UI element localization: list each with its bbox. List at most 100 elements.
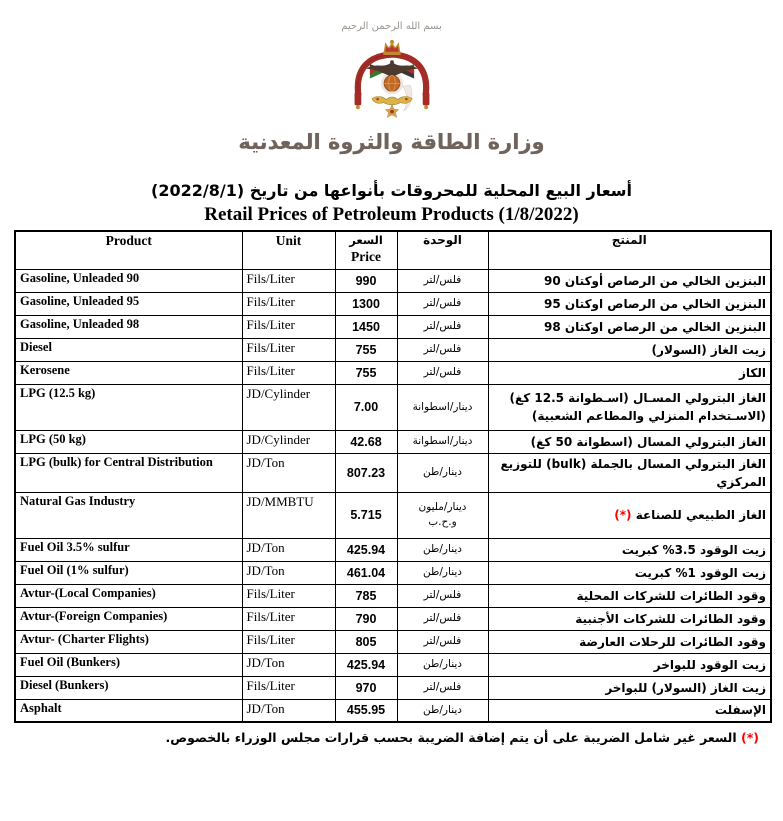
table-row: Diesel Fils/Liter 755 فلس/لتر زيت الغاز (الس… (14, 337, 772, 362)
unit-ar: فلس/لتر (396, 314, 489, 339)
table-row: Fuel Oil 3.5% sulfur JD/Ton 425.94 دينار/طن… (14, 537, 772, 562)
document-title-english: Retail Prices of Petroleum Products (1/8… (204, 204, 579, 225)
table-row: Fuel Oil (1% sulfur) JD/Ton 461.04 دينار/طن… (14, 560, 772, 585)
table-row: Avtur-(Local Companies) Fils/Liter 785 فلس/… (14, 583, 772, 608)
unit-ar: فلس/لتر (396, 675, 489, 700)
product-name-en: Gasoline, Unleaded 95 (14, 291, 243, 316)
table-row: Diesel (Bunkers) Fils/Liter 970 فلس/لتر زيت … (14, 675, 772, 700)
table-row: Gasoline, Unleaded 98 Fils/Liter 1450 فلس/ل… (14, 314, 772, 339)
price-value: 807.23 (334, 452, 398, 493)
column-header-product: Product (14, 230, 243, 270)
unit-ar: دينار/طن (396, 537, 489, 562)
product-name-en: Kerosene (14, 360, 243, 385)
column-header-price-en: Price (351, 249, 381, 264)
unit-en: JD/Ton (241, 560, 336, 585)
product-name-ar: وقود الطائرات للشركات المحلية (487, 583, 772, 608)
price-value: 425.94 (334, 537, 398, 562)
product-name-en: LPG (bulk) for Central Distribution (14, 452, 243, 493)
column-header-unit: Unit (241, 230, 336, 270)
unit-ar: فلس/لتر (396, 629, 489, 654)
product-name-ar: الإسفلت (487, 698, 772, 723)
product-name-en: Fuel Oil 3.5% sulfur (14, 537, 243, 562)
unit-ar: دينار/مليون و.ح.ب (396, 491, 489, 539)
unit-en: Fils/Liter (241, 606, 336, 631)
column-header-price-ar: السعر (349, 233, 383, 247)
document-header: بسم الله الرحمن الرحيم (0, 0, 783, 156)
ministry-emblem (0, 38, 783, 119)
product-name-en: Fuel Oil (Bunkers) (14, 652, 243, 677)
prices-table-body: Gasoline, Unleaded 90 Fils/Liter 990 فلس/لت… (14, 268, 772, 723)
unit-ar: فلس/لتر (396, 337, 489, 362)
product-name-ar: زيت الغاز (السولار) (487, 337, 772, 362)
product-name-ar: الغاز البترولي المسال (اسطوانة 50 كغ) (487, 429, 772, 454)
table-row: LPG (50 kg) JD/Cylinder 42.68 دينار/اسطوانة… (14, 429, 772, 454)
product-name-ar: الكاز (487, 360, 772, 385)
product-name-en: Avtur-(Foreign Companies) (14, 606, 243, 631)
table-row: Gasoline, Unleaded 95 Fils/Liter 1300 فلس/ل… (14, 291, 772, 316)
table-row: Fuel Oil (Bunkers) JD/Ton 425.94 دينار/طن زي… (14, 652, 772, 677)
unit-ar: فلس/لتر (396, 360, 489, 385)
unit-ar: فلس/لتر (396, 291, 489, 316)
unit-ar: دينار/طن (396, 452, 489, 493)
unit-ar: دينار/اسطوانة (396, 429, 489, 454)
product-name-ar: زيت الوقود للبواخر (487, 652, 772, 677)
unit-en: Fils/Liter (241, 291, 336, 316)
footnote-marker: (*) (614, 508, 632, 522)
product-name-en: Asphalt (14, 698, 243, 723)
jordan-coat-of-arms-icon (354, 39, 429, 118)
product-name-en: Avtur- (Charter Flights) (14, 629, 243, 654)
product-name-en: Avtur-(Local Companies) (14, 583, 243, 608)
column-header-price: السعر Price (334, 230, 398, 270)
product-name-en: Gasoline, Unleaded 98 (14, 314, 243, 339)
unit-ar: فلس/لتر (396, 268, 489, 293)
table-header-row: Product Unit السعر Price الوحدة المنتج (14, 230, 772, 270)
unit-en: Fils/Liter (241, 629, 336, 654)
unit-ar: دينار/طن (396, 698, 489, 723)
unit-en: JD/Ton (241, 698, 336, 723)
price-value: 785 (334, 583, 398, 608)
product-name-en: Gasoline, Unleaded 90 (14, 268, 243, 293)
unit-en: Fils/Liter (241, 314, 336, 339)
unit-ar: فلس/لتر (396, 583, 489, 608)
price-value: 755 (334, 360, 398, 385)
column-header-unit-ar: الوحدة (396, 230, 489, 270)
unit-ar: فلس/لتر (396, 606, 489, 631)
product-name-en: LPG (12.5 kg) (14, 383, 243, 431)
unit-en: JD/Cylinder (241, 383, 336, 431)
product-name-en: Fuel Oil (1% sulfur) (14, 560, 243, 585)
price-value: 5.715 (334, 491, 398, 539)
price-value: 455.95 (334, 698, 398, 723)
price-value: 461.04 (334, 560, 398, 585)
product-name-ar: زيت الغاز (السولار) للبواخر (487, 675, 772, 700)
product-name-ar: البنزين الخالي من الرصاص اوكتان 98 (487, 314, 772, 339)
bismillah-calligraphy: بسم الله الرحمن الرحيم (341, 21, 442, 32)
product-name-ar: زيت الوقود 3.5% كبريت (487, 537, 772, 562)
price-value: 1450 (334, 314, 398, 339)
price-value: 1300 (334, 291, 398, 316)
footnote-text: السعر غير شامل الضريبة على أن يتم إضافة … (165, 730, 737, 745)
product-name-en: Natural Gas Industry (14, 491, 243, 539)
product-name-ar: وقود الطائرات للشركات الأجنبية (487, 606, 772, 631)
ministry-name-calligraphy: وزارة الطاقة والثروة المعدنية (238, 130, 545, 154)
unit-en: Fils/Liter (241, 583, 336, 608)
unit-en: Fils/Liter (241, 360, 336, 385)
unit-ar: دينار/اسطوانة (396, 383, 489, 431)
table-row: Asphalt JD/Ton 455.95 دينار/طن الإسفلت (14, 698, 772, 723)
prices-table: Product Unit السعر Price الوحدة المنتج G… (14, 230, 772, 723)
table-row: LPG (bulk) for Central Distribution JD/To… (14, 452, 772, 493)
product-name-ar: البنزين الخالي من الرصاص أوكتان 90 (487, 268, 772, 293)
unit-en: JD/Ton (241, 452, 336, 493)
price-value: 755 (334, 337, 398, 362)
table-row: Gasoline, Unleaded 90 Fils/Liter 990 فلس/لت… (14, 268, 772, 293)
unit-ar: دينار/طن (396, 560, 489, 585)
table-row: Avtur-(Foreign Companies) Fils/Liter 790 فل… (14, 606, 772, 631)
product-name-ar: وقود الطائرات للرحلات العارضة (487, 629, 772, 654)
table-row: Kerosene Fils/Liter 755 فلس/لتر الكاز (14, 360, 772, 385)
product-name-ar: زيت الوقود 1% كبريت (487, 560, 772, 585)
unit-en: JD/Cylinder (241, 429, 336, 454)
price-value: 7.00 (334, 383, 398, 431)
prices-table-header: Product Unit السعر Price الوحدة المنتج (14, 230, 772, 270)
unit-ar: دينار/طن (396, 652, 489, 677)
product-name-ar: الغاز البترولي المسـال (اسـطوانة 12.5 كغ… (487, 383, 772, 431)
